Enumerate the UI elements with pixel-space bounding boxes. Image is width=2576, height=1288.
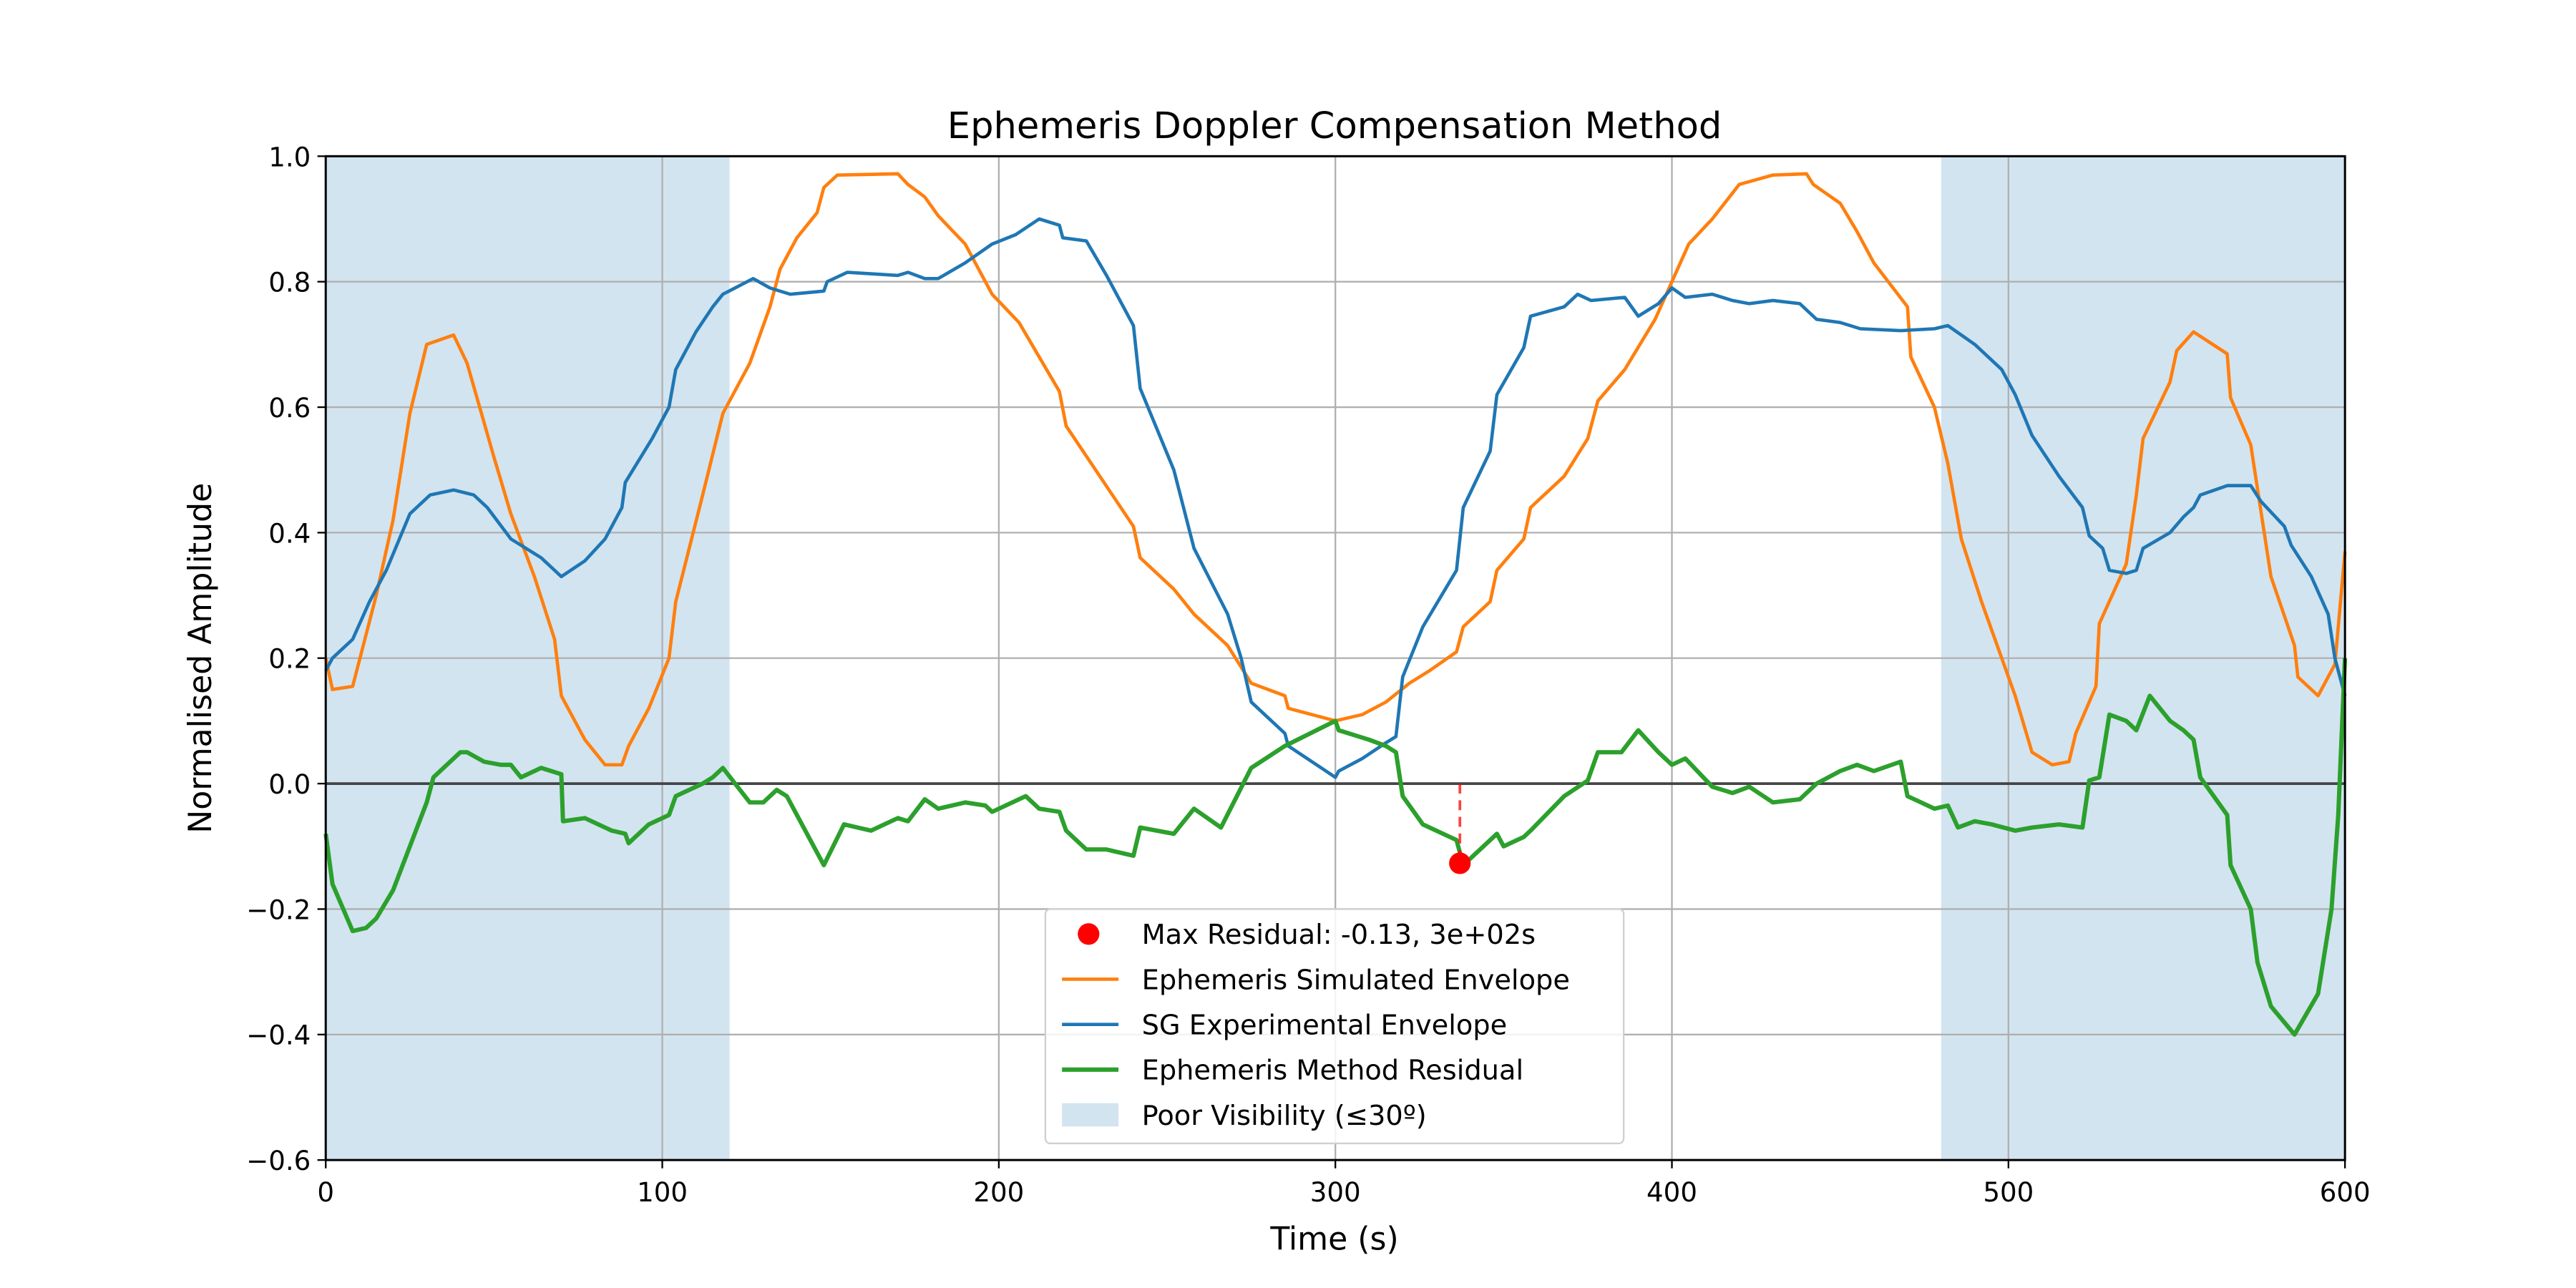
y-tick-label: −0.4: [246, 1020, 311, 1051]
y-tick-label: 1.0: [268, 142, 311, 172]
chart-title: Ephemeris Doppler Compensation Method: [947, 105, 1722, 147]
x-tick-label: 100: [637, 1177, 688, 1208]
x-tick-label: 300: [1310, 1177, 1361, 1208]
y-tick-label: −0.6: [246, 1146, 311, 1176]
y-tick-label: 0.4: [268, 518, 311, 549]
max-residual-point: [1449, 852, 1471, 874]
legend-label: Ephemeris Simulated Envelope: [1142, 964, 1570, 996]
legend-label: Max Residual: -0.13, 3e+02s: [1142, 919, 1536, 951]
x-tick-label: 400: [1646, 1177, 1697, 1208]
legend: Max Residual: -0.13, 3e+02s Ephemeris Sim…: [1044, 908, 1625, 1145]
plot-frame: [324, 155, 2346, 1161]
legend-label: Poor Visibility (≤30º): [1142, 1100, 1427, 1132]
x-tick-label: 600: [2320, 1177, 2371, 1208]
x-tick-label: 200: [973, 1177, 1024, 1208]
legend-patch: [1062, 1103, 1119, 1127]
y-tick-label: 0.8: [268, 268, 311, 298]
y-tick-label: 0.2: [268, 644, 311, 675]
legend-label: SG Experimental Envelope: [1142, 1010, 1508, 1042]
y-tick-label: 0.6: [268, 393, 311, 424]
legend-marker: [1078, 923, 1100, 945]
series-line: [323, 172, 2347, 767]
legend-box: [1044, 908, 1625, 1145]
legend-label: Ephemeris Method Residual: [1142, 1055, 1523, 1087]
series-line: [324, 217, 2347, 779]
x-tick-label: 0: [317, 1177, 334, 1208]
x-axis-label: Time (s): [1269, 1221, 1398, 1258]
series-line: [323, 658, 2348, 1037]
y-tick-label: 0.0: [268, 769, 311, 800]
x-tick-label: 500: [1983, 1177, 2034, 1208]
y-axis-label: Normalised Amplitude: [182, 483, 219, 834]
y-tick-label: −0.2: [246, 894, 311, 925]
